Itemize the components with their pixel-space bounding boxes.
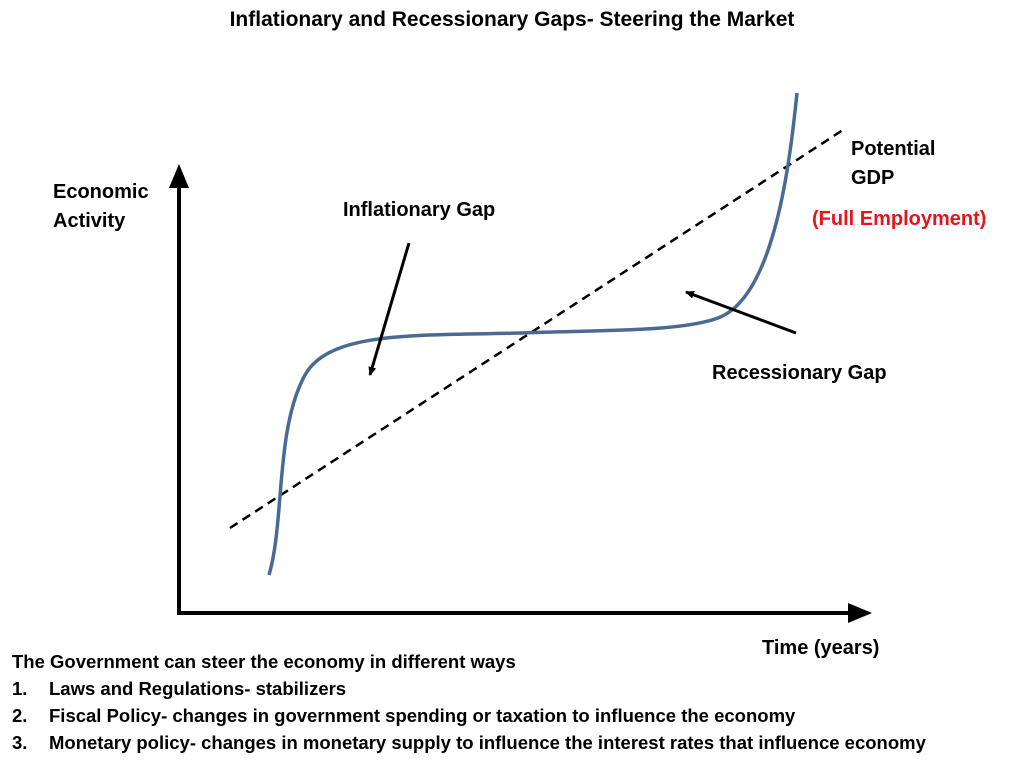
list-item-text: Monetary policy- changes in monetary sup…	[49, 732, 926, 753]
y-axis-label-line1: Economic	[53, 181, 149, 203]
page-title: Inflationary and Recessionary Gaps- Stee…	[229, 8, 795, 31]
list-item-text: Laws and Regulations- stabilizers	[49, 678, 347, 699]
inflationary-gap-label: Inflationary Gap	[343, 199, 496, 221]
recessionary-gap-arrow	[685, 290, 797, 335]
notes-intro: The Government can steer the economy in …	[12, 651, 516, 672]
y-axis-label: Economic Activity	[53, 178, 149, 236]
list-item-text: Fiscal Policy- changes in government spe…	[49, 705, 796, 726]
list-item-number: 2.	[12, 705, 28, 726]
x-axis-label: Time (years)	[762, 637, 880, 659]
list-item: 3. Monetary policy- changes in monetary …	[12, 729, 926, 756]
full-employment-label: (Full Employment)	[812, 208, 987, 230]
potential-gdp-line	[229, 126, 847, 530]
inflationary-gap-arrow	[368, 242, 411, 376]
potential-gdp-label-line1: Potential	[851, 138, 936, 160]
recessionary-gap-label: Recessionary Gap	[712, 362, 887, 384]
notes-block: The Government can steer the economy in …	[12, 648, 926, 756]
list-item-number: 3.	[12, 732, 28, 753]
list-item-number: 1.	[12, 678, 28, 699]
list-item: 2. Fiscal Policy- changes in government …	[12, 702, 926, 729]
potential-gdp-label-line2: GDP	[851, 167, 895, 189]
potential-gdp-label: Potential GDP	[851, 135, 935, 193]
list-item: 1. Laws and Regulations- stabilizers	[12, 675, 926, 702]
y-axis-arrowhead	[169, 164, 189, 188]
y-axis-label-line2: Activity	[53, 210, 126, 232]
x-axis-arrowhead	[848, 603, 872, 623]
notes-list: 1. Laws and Regulations- stabilizers 2. …	[12, 675, 926, 756]
economic-activity-curve	[267, 92, 799, 576]
